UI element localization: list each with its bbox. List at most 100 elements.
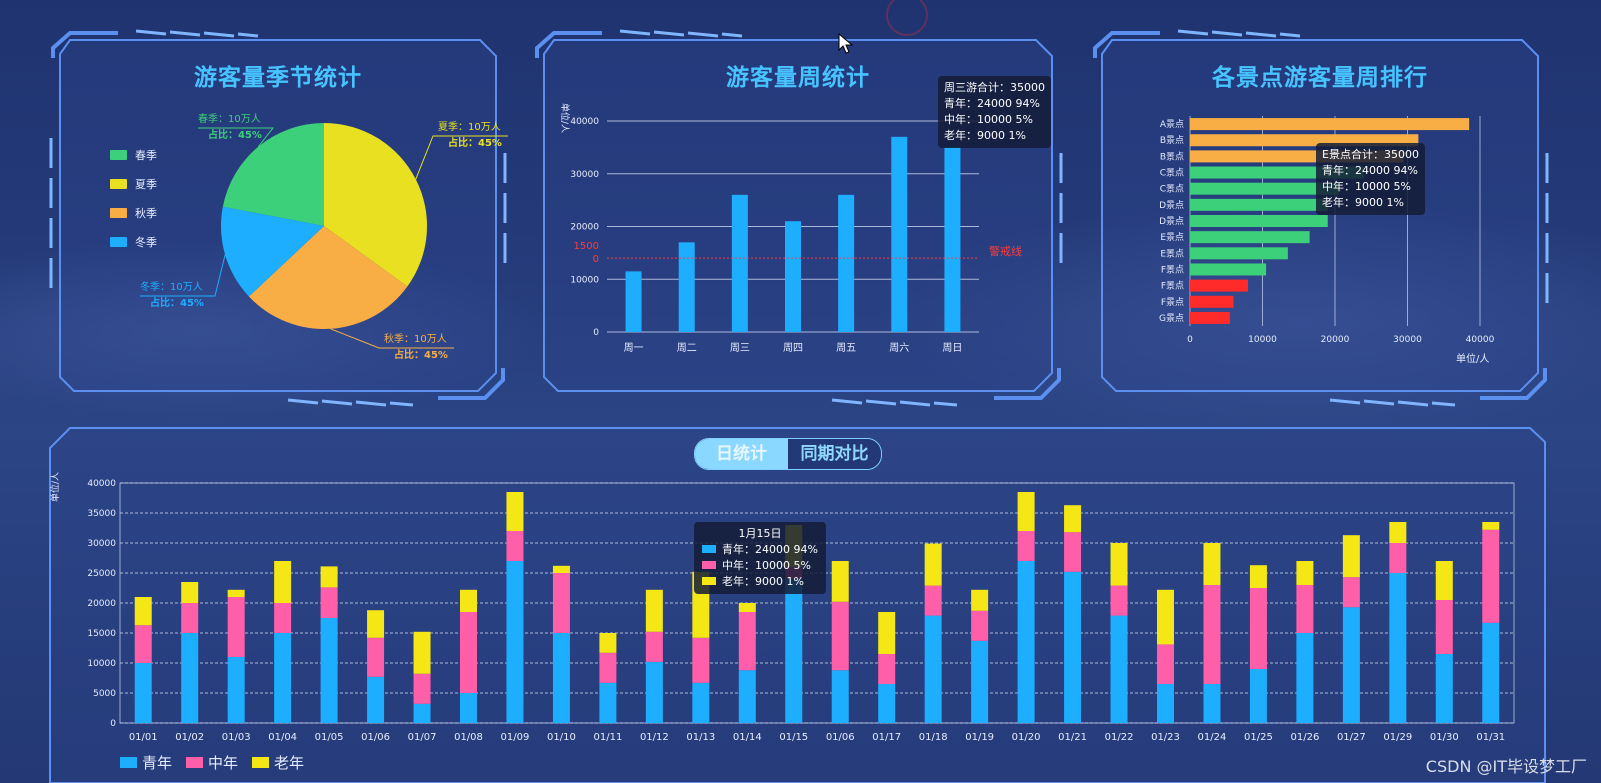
daily-bar-segment — [971, 640, 989, 723]
rank-bar — [1190, 198, 1328, 211]
daily-xtick-label: 01/22 — [1105, 732, 1134, 743]
daily-bar-segment — [924, 615, 942, 723]
daily-ytick-label: 30000 — [87, 539, 116, 549]
rank-xlabel: 单位/人 — [1456, 352, 1489, 365]
daily-bar-segment — [413, 703, 431, 723]
daily-bar-segment — [1296, 561, 1314, 585]
daily-bar-segment — [1249, 669, 1267, 723]
daily-bar-segment — [181, 633, 199, 723]
daily-bar-segment — [971, 610, 989, 641]
legend-label: 中年 — [208, 754, 239, 772]
week-xtick-label: 周日 — [942, 342, 962, 354]
legend-label: 青年 — [142, 754, 173, 772]
legend-item-youth[interactable]: 青年 — [120, 752, 172, 773]
daily-xtick-label: 01/25 — [1244, 732, 1273, 743]
daily-bar-segment — [1389, 573, 1407, 723]
rank-bar-chart: 0 10000 20000 30000 40000 单位/人 A景点 B景点 B景点 C景点 C景点… — [1159, 116, 1495, 365]
daily-bar-segment — [134, 597, 152, 626]
daily-bar-segment — [1296, 585, 1314, 633]
daily-bar-segment — [506, 561, 524, 723]
rank-bar — [1190, 263, 1267, 276]
stat-tabs: 日统计 同期对比 — [694, 438, 882, 470]
daily-bar-segment — [320, 587, 338, 618]
daily-bar-segment — [274, 603, 292, 633]
tab-compare[interactable]: 同期对比 — [788, 439, 881, 469]
daily-xtick-label: 01/31 — [1476, 732, 1505, 743]
warning-left-label: 0 — [593, 254, 599, 265]
warning-label: 警戒线 — [989, 244, 1022, 258]
daily-bar-segment — [692, 682, 710, 723]
rank-category-label: G景点 — [1159, 313, 1184, 324]
pie-legend-swatch — [110, 237, 127, 247]
week-xtick-label: 周三 — [730, 342, 750, 354]
daily-tooltip-row: 青年：24000 94% — [702, 542, 818, 558]
daily-xtick-label: 01/26 — [1290, 732, 1319, 743]
daily-xtick-label: 01/10 — [547, 732, 576, 743]
daily-bar-segment — [367, 610, 385, 638]
rank-category-label: A景点 — [1160, 119, 1184, 130]
daily-bar-segment — [1064, 532, 1082, 572]
week-tooltip: 周三游合计：35000 青年：24000 94% 中年：10000 5% 老年：… — [938, 76, 1051, 148]
week-xtick-label: 周二 — [677, 342, 697, 354]
daily-bar-segment — [924, 585, 942, 616]
daily-bar-segment — [274, 561, 292, 603]
daily-bar-segment — [1157, 589, 1174, 645]
daily-ytick-label: 5000 — [93, 689, 116, 699]
daily-bar-segment — [878, 684, 896, 723]
daily-xtick-label: 01/21 — [1058, 732, 1087, 743]
week-bar — [891, 136, 908, 332]
daily-bar-segment — [181, 603, 199, 633]
legend-swatch — [186, 757, 204, 768]
daily-panel: 0 5000 10000 15000 20000 25000 30000 35000 40000… — [40, 420, 1560, 783]
middle-swatch — [702, 561, 716, 569]
daily-bar-segment — [1389, 522, 1407, 543]
daily-bar-segment — [878, 654, 896, 684]
daily-bar-segment — [924, 543, 942, 586]
tab-daily[interactable]: 日统计 — [695, 439, 788, 469]
pie-legend-label: 夏季 — [135, 178, 157, 191]
daily-ytick-label: 35000 — [87, 509, 116, 519]
week-xtick-label: 周五 — [836, 342, 856, 354]
rank-tooltip-row: 老年：9000 1% — [1322, 196, 1404, 209]
daily-bar-segment — [1203, 684, 1221, 723]
week-panel: 游客量周统计 0 10000 20000 30000 40000 单位/人 周一 周二 周三 周四… — [532, 28, 1064, 408]
daily-bar-segment — [645, 589, 663, 632]
daily-bar-segment — [1482, 529, 1500, 623]
pie-data-label: 占比：45% — [394, 348, 448, 361]
rank-bar — [1190, 231, 1310, 244]
week-xtick-label: 周一 — [624, 342, 644, 354]
week-tooltip-row: 老年：9000 1% — [944, 129, 1026, 142]
rank-category-label: E景点 — [1160, 248, 1184, 259]
week-ytick-label: 30000 — [570, 170, 599, 180]
mouse-cursor-icon — [838, 33, 854, 54]
week-bar — [944, 147, 961, 332]
rank-xtick-label: 10000 — [1248, 335, 1277, 345]
legend-item-elder[interactable]: 老年 — [252, 752, 304, 773]
daily-xtick-label: 01/20 — [1012, 732, 1041, 743]
pie-legend-swatch — [110, 208, 127, 218]
daily-bar-segment — [1249, 588, 1267, 669]
week-panel-frame — [535, 29, 1063, 407]
daily-xtick-label: 01/12 — [640, 732, 669, 743]
daily-tooltip-row-text: 中年：10000 5% — [722, 559, 811, 572]
week-bar — [785, 221, 801, 332]
rank-tooltip-row: 青年：24000 94% — [1322, 164, 1418, 177]
rank-tooltip: E景点合计：35000 青年：24000 94% 中年：10000 5% 老年：… — [1316, 143, 1425, 215]
daily-bar-segment — [460, 612, 477, 693]
daily-ytick-label: 40000 — [87, 479, 116, 489]
daily-bar-segment — [1249, 565, 1267, 588]
daily-bar-segment — [460, 693, 477, 723]
rank-category-label: C景点 — [1160, 184, 1184, 195]
daily-xtick-label: 01/29 — [1383, 732, 1412, 743]
legend-item-middle[interactable]: 中年 — [186, 752, 238, 773]
rank-xtick-label: 40000 — [1466, 335, 1495, 345]
rank-tooltip-row: 中年：10000 5% — [1322, 180, 1411, 193]
pie-leader-line — [415, 135, 508, 180]
daily-bar-segment — [645, 661, 663, 723]
daily-xtick-label: 01/08 — [454, 732, 483, 743]
week-bar — [838, 194, 855, 332]
daily-bar-segment — [831, 561, 849, 602]
pie-legend-swatch — [110, 150, 127, 160]
daily-bar-segment — [1342, 607, 1360, 723]
